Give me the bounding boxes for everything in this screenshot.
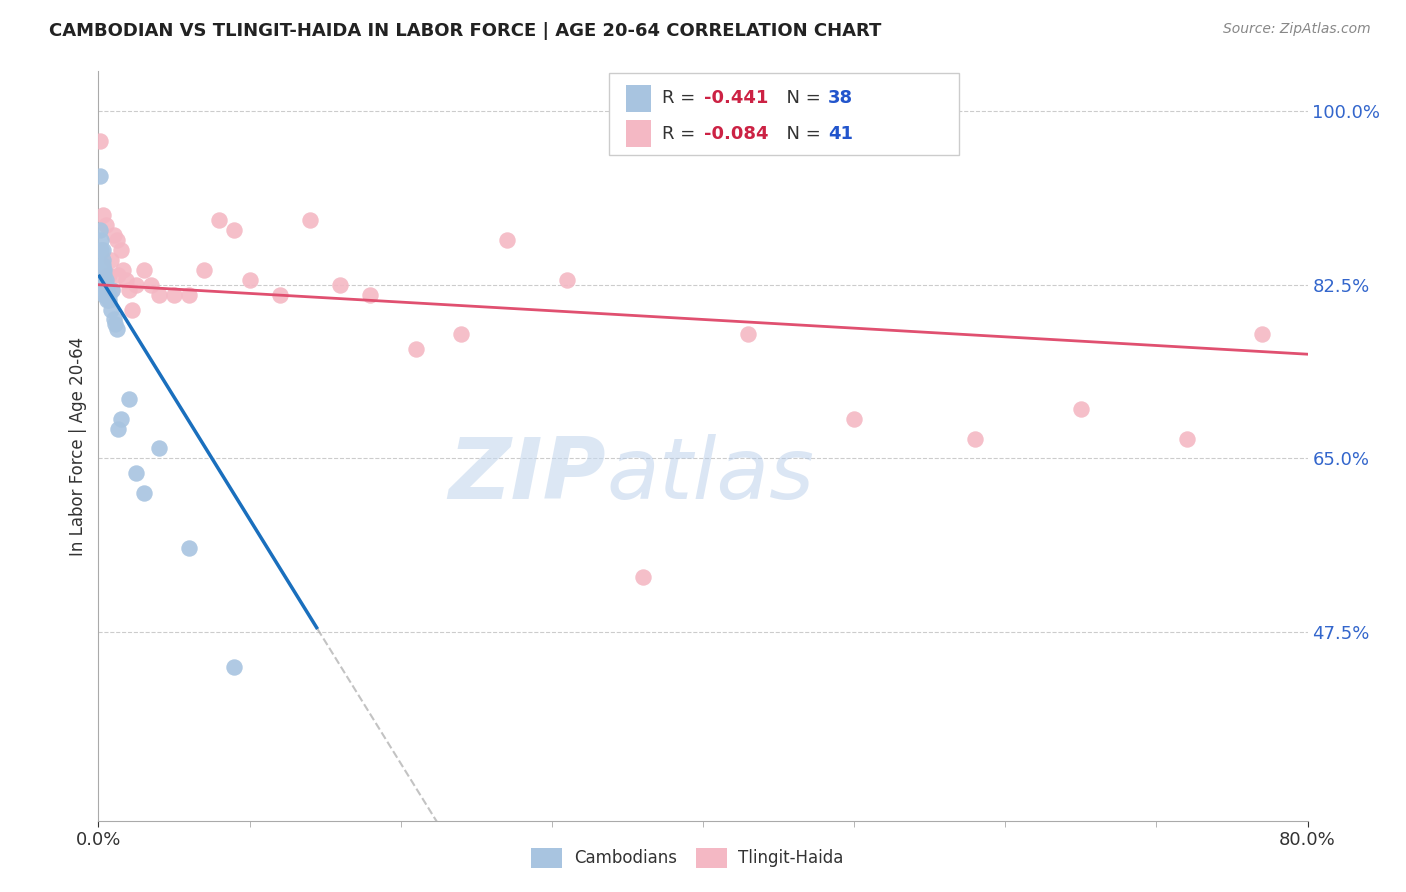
Text: 41: 41 [828, 125, 853, 143]
Point [100, 252, 122, 267]
Point [96, 283, 118, 297]
Point [91, 258, 114, 272]
Text: -0.084: -0.084 [704, 125, 769, 143]
Point [121, 302, 143, 317]
Point [90, 233, 112, 247]
Text: Cambodians: Cambodians [574, 849, 676, 867]
Text: N =: N = [775, 89, 827, 107]
Point [89, 169, 111, 183]
Point [132, 486, 155, 500]
Point [224, 223, 246, 237]
Point [163, 287, 186, 301]
Point [103, 228, 125, 243]
Point [179, 541, 201, 555]
Point [631, 570, 654, 584]
Text: Source: ZipAtlas.com: Source: ZipAtlas.com [1223, 22, 1371, 37]
Point [101, 283, 124, 297]
Point [91, 263, 114, 277]
Point [93, 277, 115, 292]
Text: N =: N = [775, 125, 827, 143]
Point [94, 287, 117, 301]
Point [94, 218, 117, 232]
Point [118, 283, 141, 297]
Point [89, 134, 111, 148]
Point [1251, 327, 1274, 342]
Point [114, 273, 136, 287]
Point [98, 287, 121, 301]
Point [405, 343, 427, 357]
Point [93, 268, 115, 282]
Point [91, 268, 114, 282]
Text: -0.441: -0.441 [704, 89, 769, 107]
Point [495, 233, 517, 247]
Point [104, 318, 127, 332]
Point [208, 213, 231, 227]
Point [111, 263, 134, 277]
Point [93, 283, 115, 297]
Point [110, 411, 132, 425]
Point [89, 223, 111, 237]
Point [299, 213, 322, 227]
Point [107, 268, 129, 282]
Point [93, 273, 115, 287]
Point [193, 263, 215, 277]
Point [91, 252, 114, 267]
Point [105, 233, 128, 247]
Point [90, 243, 112, 257]
Point [1070, 401, 1092, 416]
Point [93, 287, 115, 301]
Point [101, 283, 124, 297]
Point [132, 263, 155, 277]
Point [555, 273, 578, 287]
Point [148, 442, 170, 456]
Point [96, 293, 118, 307]
Point [844, 411, 866, 425]
Point [239, 273, 262, 287]
Point [179, 287, 201, 301]
Point [269, 287, 291, 301]
Text: CAMBODIAN VS TLINGIT-HAIDA IN LABOR FORCE | AGE 20-64 CORRELATION CHART: CAMBODIAN VS TLINGIT-HAIDA IN LABOR FORC… [49, 22, 882, 40]
Point [100, 302, 122, 317]
Point [965, 432, 987, 446]
Point [125, 277, 148, 292]
Point [103, 312, 125, 326]
Point [141, 277, 163, 292]
Point [94, 283, 117, 297]
Text: ZIP: ZIP [449, 434, 606, 517]
Point [118, 392, 141, 406]
Point [96, 287, 118, 301]
Point [107, 422, 129, 436]
Point [94, 277, 117, 292]
Text: atlas: atlas [606, 434, 814, 517]
Point [450, 327, 472, 342]
Point [93, 263, 115, 277]
Point [98, 268, 121, 282]
Point [91, 243, 114, 257]
Point [125, 467, 148, 481]
Point [98, 293, 121, 307]
Point [360, 287, 382, 301]
Point [148, 287, 170, 301]
Point [93, 273, 115, 287]
Point [96, 268, 118, 282]
Point [329, 277, 352, 292]
Point [91, 208, 114, 222]
Text: R =: R = [662, 89, 702, 107]
Point [110, 243, 132, 257]
Text: Tlingit-Haida: Tlingit-Haida [738, 849, 844, 867]
Y-axis label: In Labor Force | Age 20-64: In Labor Force | Age 20-64 [69, 336, 87, 556]
Text: R =: R = [662, 125, 702, 143]
Text: 38: 38 [828, 89, 853, 107]
Point [94, 273, 117, 287]
Point [224, 660, 246, 674]
Point [737, 327, 759, 342]
Point [1175, 432, 1198, 446]
Point [105, 322, 128, 336]
Point [94, 283, 117, 297]
